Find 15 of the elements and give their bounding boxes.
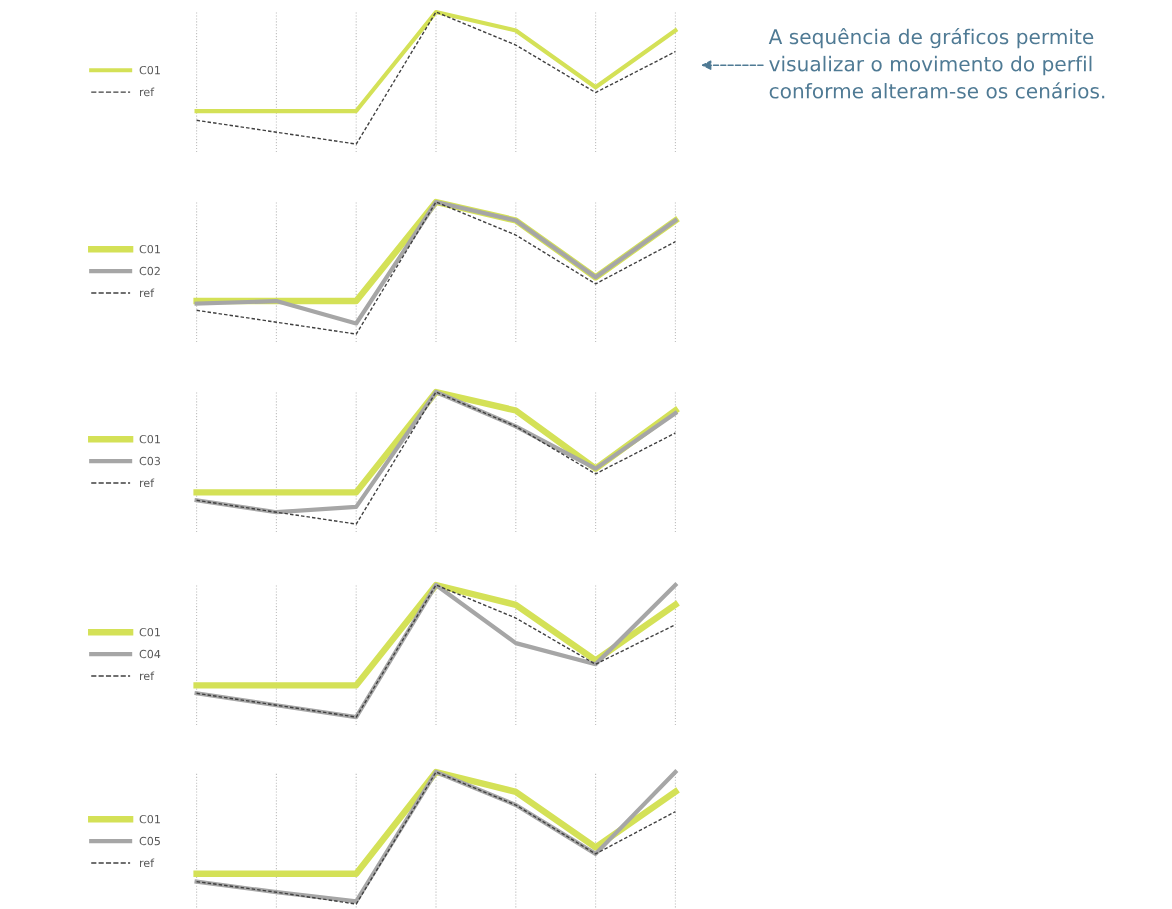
legend-label: C01 <box>139 244 160 254</box>
legend-label: C01 <box>139 814 160 824</box>
legend-label: C01 <box>139 434 160 444</box>
legend-label: ref <box>140 87 155 97</box>
legend-label: C04 <box>139 649 161 659</box>
legend-label: C02 <box>139 266 160 276</box>
legend-label: C05 <box>139 836 160 846</box>
legend-label: C01 <box>139 65 160 75</box>
legend-label: ref <box>140 858 155 868</box>
text: A sequência de gráficos permite visualizar o movimento do perfil conforme alteram-se os cenários. <box>768 27 1105 99</box>
legend-label: ref <box>140 288 155 298</box>
legend-label: ref <box>140 671 155 681</box>
legend-label: C01 <box>139 627 160 637</box>
legend-label: C03 <box>139 456 161 466</box>
legend-label: ref <box>140 478 155 488</box>
